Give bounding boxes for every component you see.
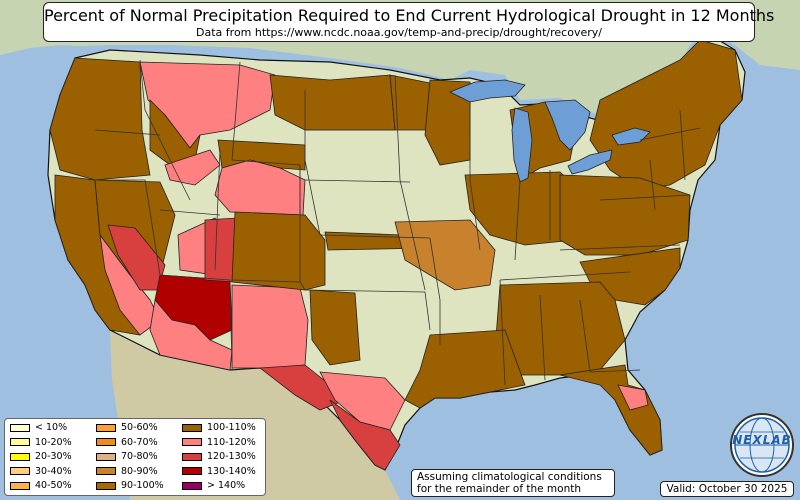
- title-box: Percent of Normal Precipitation Required…: [43, 2, 775, 42]
- legend-item: 50-60%: [96, 422, 158, 434]
- region-gulf-coast: [404, 329, 526, 409]
- nexlab-logo: NEXLAB: [730, 413, 794, 477]
- legend-item: 60-70%: [96, 437, 158, 449]
- region-florida: [559, 364, 663, 456]
- legend-swatch: [10, 481, 30, 490]
- legend-swatch: [96, 467, 116, 475]
- region-southern-idaho: [164, 149, 221, 186]
- legend-label: < 10%: [35, 422, 68, 433]
- legend-label: 90-100%: [121, 480, 164, 491]
- legend-label: 50-60%: [121, 422, 158, 433]
- legend: < 10% 10-20% 20-30% 30-40% 40-50% 50-60% 60-70…: [4, 418, 266, 496]
- assumption-note: Assuming climatological conditions for t…: [411, 469, 615, 497]
- legend-item: 90-100%: [96, 480, 164, 492]
- legend-label: 20-30%: [35, 451, 72, 462]
- legend-swatch: [10, 423, 30, 432]
- legend-label: 30-40%: [35, 465, 72, 477]
- legend-item: 70-80%: [96, 451, 158, 463]
- logo-text: NEXLAB: [732, 433, 792, 447]
- lake-michigan: [511, 107, 533, 183]
- region-northeast: [589, 39, 743, 191]
- note-line-2: for the remainder of the month: [417, 483, 582, 495]
- legend-label: 110-120%: [207, 436, 256, 448]
- region-upper-midwest: [424, 79, 471, 166]
- legend-swatch: [96, 423, 116, 432]
- legend-label: > 140%: [207, 480, 246, 491]
- legend-label: 100-110%: [207, 422, 256, 433]
- legend-label: 10-20%: [35, 436, 72, 448]
- globe-icon: [734, 417, 790, 473]
- region-colorado: [231, 211, 326, 291]
- region-central-idaho: [149, 99, 201, 166]
- legend-swatch: [96, 452, 116, 461]
- legend-item: < 10%: [10, 422, 67, 434]
- drought-regions: [49, 39, 743, 471]
- lake-erie: [567, 149, 613, 175]
- legend-swatch: [182, 467, 202, 475]
- legend-swatch: [10, 438, 30, 446]
- region-appalachia: [559, 174, 691, 256]
- legend-swatch: [10, 452, 30, 461]
- map-title: Percent of Normal Precipitation Required…: [44, 6, 775, 25]
- legend-label: 70-80%: [121, 451, 158, 462]
- region-montana-east: [269, 74, 396, 131]
- legend-item: 120-130%: [182, 451, 256, 463]
- legend-swatch: [182, 452, 202, 461]
- lake-huron: [544, 99, 591, 151]
- region-new-mexico: [231, 284, 309, 369]
- region-eastern-arizona: [204, 217, 237, 283]
- legend-swatch: [182, 481, 202, 490]
- legend-label: 60-70%: [121, 436, 158, 448]
- legend-label: 40-50%: [35, 480, 72, 491]
- legend-item: 30-40%: [10, 466, 72, 478]
- state-borders: [94, 59, 701, 386]
- region-texas-panhandle: [309, 289, 361, 366]
- legend-item: 130-140%: [182, 466, 256, 478]
- valid-date: Valid: October 30 2025: [660, 481, 794, 497]
- lake-ontario: [611, 127, 651, 146]
- legend-item: 100-110%: [182, 422, 256, 434]
- legend-label: 130-140%: [207, 465, 256, 477]
- legend-item: 10-20%: [10, 437, 72, 449]
- lake-superior: [449, 79, 526, 103]
- map-subtitle: Data from https://www.ncdc.noaa.gov/temp…: [196, 26, 602, 39]
- legend-swatch: [96, 438, 116, 446]
- legend-label: 80-90%: [121, 465, 158, 477]
- legend-item: 110-120%: [182, 437, 256, 449]
- legend-label: 120-130%: [207, 451, 256, 462]
- note-line-1: Assuming climatological conditions: [417, 471, 602, 483]
- legend-item: 80-90%: [96, 466, 158, 478]
- legend-swatch: [10, 467, 30, 475]
- legend-item: 40-50%: [10, 480, 72, 492]
- legend-swatch: [182, 438, 202, 446]
- legend-item: 20-30%: [10, 451, 72, 463]
- legend-swatch: [96, 481, 116, 490]
- legend-item: > 140%: [182, 480, 245, 492]
- legend-swatch: [182, 423, 202, 432]
- region-central-florida: [617, 384, 649, 411]
- region-south-texas: [329, 399, 401, 471]
